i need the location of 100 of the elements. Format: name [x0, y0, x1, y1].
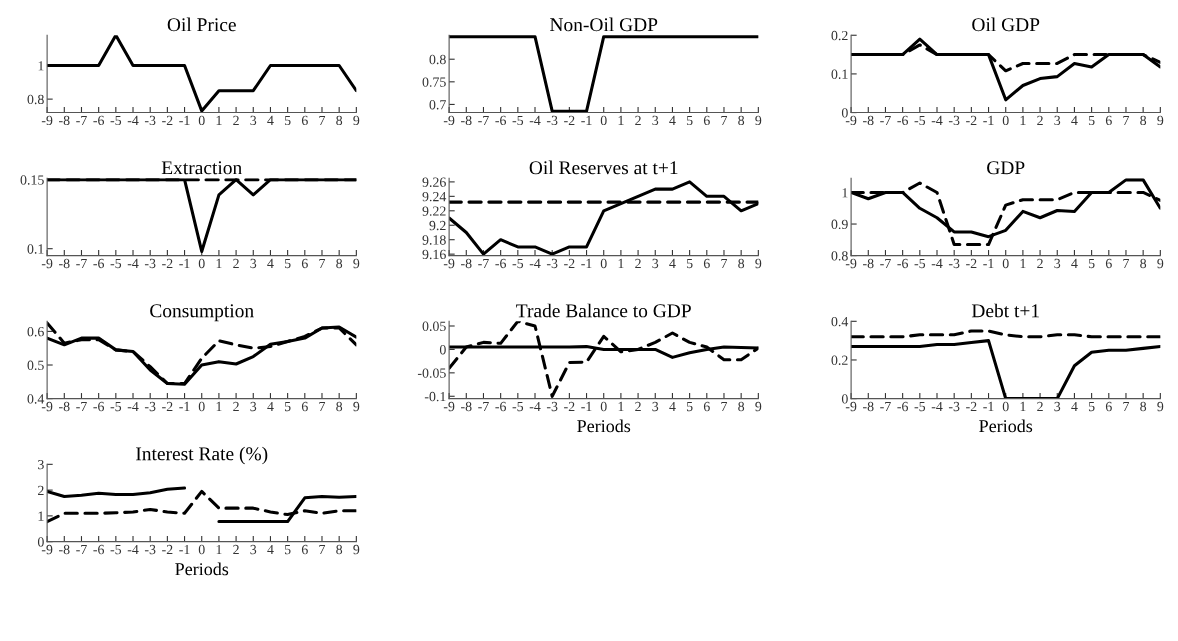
x-tick-label: 9 — [1157, 258, 1164, 269]
x-tick-label: 2 — [635, 115, 641, 125]
x-tick-label: 7 — [721, 258, 728, 269]
x-tick-label: -3 — [948, 258, 960, 269]
x-tick-label: 9 — [353, 401, 360, 412]
x-tick-label: -5 — [110, 544, 122, 555]
x-tick-label: -2 — [966, 258, 977, 269]
x-tick-label: 4 — [1071, 401, 1078, 412]
x-tick-label: 8 — [738, 115, 745, 126]
x-tick-label: 3 — [1054, 258, 1061, 269]
x-tick-label: 7 — [319, 258, 326, 269]
x-tick-label: -1 — [179, 544, 190, 555]
x-tick-label: 6 — [1105, 401, 1112, 412]
x-tick-label: 5 — [686, 258, 693, 269]
x-tick-label: -6 — [495, 258, 507, 269]
x-tick-label: 3 — [250, 544, 257, 555]
chart-title: GDP — [987, 161, 1025, 175]
x-tick-label: 5 — [1088, 115, 1095, 126]
y-tick-label: 9.26 — [422, 177, 446, 187]
y-tick-label: 0.4 — [27, 394, 45, 404]
x-tick-label: -5 — [512, 401, 524, 412]
y-tick-label: 3 — [38, 459, 44, 470]
x-tick-label: 7 — [1123, 115, 1130, 125]
x-tick-label: 8 — [336, 115, 343, 126]
x-tick-label: 0 — [600, 115, 607, 126]
y-tick-label: 1 — [38, 511, 44, 521]
x-tick-label: 1 — [618, 401, 624, 412]
y-tick-label: 0 — [439, 345, 446, 355]
x-tick-label: 0 — [1002, 115, 1009, 126]
x-tick-label: 7 — [721, 401, 728, 412]
x-tick-label: 4 — [669, 115, 676, 125]
x-tick-label: -2 — [966, 115, 977, 125]
x-tick-label: -3 — [546, 115, 558, 126]
chart-title: Oil GDP — [972, 17, 1040, 32]
x-tick-label: 0 — [198, 258, 205, 269]
x-tick-label: 1 — [216, 115, 222, 125]
x-tick-label: 8 — [1140, 401, 1147, 412]
x-tick-label: -3 — [948, 401, 960, 412]
y-tick-label: 9.2 — [429, 220, 446, 231]
x-tick-label: 9 — [1157, 115, 1164, 126]
x-tick-label: -9 — [41, 115, 53, 126]
x-tick-label: 1 — [1020, 401, 1026, 412]
x-tick-label: 9 — [353, 258, 360, 269]
x-tick-label: -4 — [127, 401, 139, 412]
x-tick-label: 3 — [1054, 401, 1061, 412]
x-tick-label: 8 — [336, 258, 343, 269]
y-tick-label: 0.4 — [831, 316, 849, 327]
y-tick-label: 0.6 — [27, 326, 44, 337]
y-tick-label: 1 — [842, 188, 848, 198]
x-tick-label: -8 — [461, 115, 472, 126]
x-tick-label: -6 — [897, 401, 909, 412]
x-tick-label: -4 — [931, 258, 943, 269]
y-tick-label: 9.24 — [422, 191, 447, 202]
y-tick-label: 0 — [841, 108, 848, 118]
x-tick-label: -9 — [41, 544, 53, 555]
x-tick-label: -4 — [127, 544, 139, 555]
chart-title: Oil Reserves at t+1 — [529, 160, 678, 175]
x-tick-label: 2 — [233, 258, 239, 269]
y-tick-label: 0.05 — [422, 321, 446, 332]
x-tick-label: -6 — [93, 401, 105, 412]
x-tick-label: 6 — [703, 401, 710, 412]
x-tick-label: 1 — [1020, 258, 1026, 269]
x-tick-label: 7 — [1123, 258, 1130, 269]
x-tick-label: -1 — [581, 401, 592, 412]
x-tick-label: -6 — [897, 115, 909, 126]
x-tick-label: 2 — [233, 401, 239, 412]
x-tick-label: -7 — [76, 258, 87, 269]
x-tick-label: 3 — [250, 258, 257, 269]
x-tick-label: -3 — [546, 401, 558, 412]
x-tick-label: 6 — [301, 258, 308, 269]
x-tick-label: 4 — [1071, 258, 1078, 269]
y-tick-label: 0.5 — [27, 360, 44, 371]
x-tick-label: -9 — [41, 258, 53, 269]
x-tick-label: -7 — [880, 115, 891, 125]
x-tick-label: 3 — [652, 258, 659, 269]
x-tick-label: 9 — [353, 115, 360, 126]
x-tick-label: 9 — [755, 115, 762, 126]
x-tick-label: 4 — [1071, 115, 1078, 125]
x-tick-label: -7 — [880, 401, 891, 412]
x-tick-label: -3 — [144, 258, 156, 269]
x-tick-label: -9 — [845, 401, 857, 412]
x-tick-label: 6 — [301, 401, 308, 412]
x-tick-label: -7 — [478, 115, 489, 125]
y-tick-label: 0 — [841, 394, 848, 404]
x-tick-label: -4 — [529, 401, 541, 412]
x-tick-label: -5 — [110, 401, 122, 412]
x-tick-label: 5 — [686, 401, 693, 412]
x-tick-label: 5 — [284, 544, 291, 555]
x-tick-label: 6 — [1105, 115, 1112, 126]
x-tick-label: -1 — [983, 401, 994, 412]
x-tick-label: -1 — [581, 258, 592, 269]
x-tick-label: 0 — [1002, 401, 1009, 412]
x-tick-label: 0 — [600, 258, 607, 269]
x-tick-label: -6 — [93, 115, 105, 126]
x-tick-label: -2 — [564, 115, 575, 125]
y-tick-label: 0.2 — [831, 30, 848, 41]
x-tick-label: 2 — [1037, 115, 1043, 125]
x-tick-label: 9 — [1157, 401, 1164, 412]
x-tick-label: -7 — [76, 115, 87, 125]
x-tick-label: 1 — [618, 115, 624, 125]
